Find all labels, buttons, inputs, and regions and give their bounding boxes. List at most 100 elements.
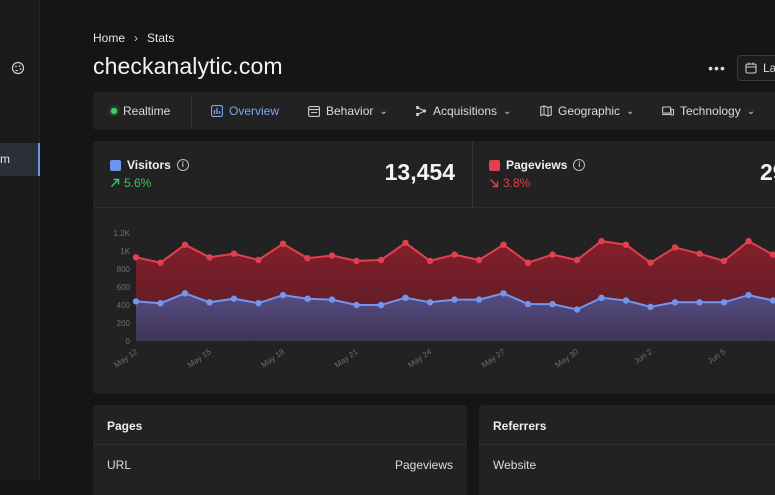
visitors-point <box>769 297 775 304</box>
metric-divider <box>472 141 473 207</box>
breadcrumb-home[interactable]: Home <box>93 31 126 45</box>
pageviews-point <box>475 256 483 264</box>
arrow-down-right-icon <box>490 179 499 188</box>
pageviews-point <box>622 241 630 248</box>
metric-label: Visitors <box>127 158 171 172</box>
pageviews-point <box>206 254 213 261</box>
chevron-down-icon: ⌄ <box>379 105 388 117</box>
visitors-point <box>402 294 409 301</box>
tab-acquisitions[interactable]: Acquisitions ⌄ <box>415 92 511 130</box>
info-icon[interactable]: i <box>176 159 189 171</box>
y-tick-label: 200 <box>117 319 131 328</box>
sidebar: m <box>0 0 40 480</box>
tab-label: Technology <box>680 104 741 118</box>
pageviews-point <box>549 251 556 258</box>
visitors-line <box>135 292 775 311</box>
column-header-url[interactable]: URL <box>107 458 132 472</box>
visitors-area <box>136 293 775 341</box>
x-tick-label: May 21 <box>333 347 360 370</box>
metric-change-value: 3.8% <box>503 176 531 190</box>
tab-label: Realtime <box>123 104 171 118</box>
metric-value: 29 <box>760 159 775 185</box>
tab-overview[interactable]: Overview <box>211 92 279 130</box>
y-tick-label: 800 <box>117 265 131 274</box>
visitors-point <box>304 295 311 302</box>
visitors-point <box>720 299 728 306</box>
more-options-button[interactable]: ••• <box>708 60 726 76</box>
pageviews-point <box>304 255 311 262</box>
chevron-down-icon: ⌄ <box>503 105 512 117</box>
metric-label: Pageviews <box>506 158 568 172</box>
pageviews-point <box>720 257 728 265</box>
y-tick-label: 0 <box>126 337 131 346</box>
visitors-point <box>132 298 140 305</box>
share-nodes-icon <box>415 105 427 117</box>
pageviews-point <box>353 257 360 265</box>
tab-divider <box>191 95 192 127</box>
visitors-point <box>426 299 434 306</box>
pageviews-point <box>132 254 140 261</box>
panel-divider <box>93 444 467 445</box>
visitors-point <box>206 299 213 306</box>
pageviews-point <box>230 250 238 257</box>
metric-header: Visitors i <box>110 158 189 172</box>
visitors-point <box>622 297 630 304</box>
x-tick-label: Jun 5 <box>706 347 728 366</box>
visitors-swatch <box>110 159 121 171</box>
column-header-pageviews[interactable]: Pageviews <box>394 458 453 472</box>
panel-divider <box>479 444 775 445</box>
page-title: checkanalytic.com <box>93 53 283 79</box>
arrow-up-right-icon <box>111 178 120 187</box>
tab-realtime[interactable]: Realtime <box>111 92 170 130</box>
tab-label: Overview <box>229 104 280 118</box>
visitors-point <box>573 306 581 313</box>
palette-icon[interactable] <box>11 61 25 75</box>
pageviews-point <box>647 259 654 266</box>
nav-tabs: Realtime Overview Behavior ⌄ <box>93 92 775 130</box>
visitors-point <box>255 300 262 307</box>
metric-change-value: 5.6% <box>124 176 152 190</box>
x-tick-label: May 24 <box>406 347 433 370</box>
stats-card: Visitors i 5.6% 13,454 Pageviews i <box>93 141 775 394</box>
x-tick-label: May 18 <box>259 347 286 370</box>
pageviews-point <box>745 237 752 245</box>
pageviews-point <box>696 250 703 257</box>
metric-pageviews[interactable]: Pageviews i 3.8% 29 <box>473 141 775 207</box>
tab-technology[interactable]: Technology ⌄ <box>662 92 755 130</box>
layout-icon <box>308 105 320 117</box>
info-icon[interactable]: i <box>573 159 586 171</box>
date-range-label: La <box>763 61 775 75</box>
pageviews-point <box>573 256 581 264</box>
sidebar-item-active[interactable]: m <box>0 143 40 176</box>
tab-behavior[interactable]: Behavior ⌄ <box>308 92 388 130</box>
sidebar-item-label: m <box>0 152 10 166</box>
visitors-point <box>377 301 385 309</box>
card-divider <box>93 207 775 208</box>
date-range-button[interactable]: La <box>737 55 775 81</box>
x-tick-label: May 15 <box>186 347 213 370</box>
traffic-chart: 0 200 400 600 800 1K 1.2K May 12 May 15 May 18 May… <box>112 229 775 370</box>
pageviews-point <box>426 257 434 265</box>
metric-change: 3.8% <box>489 176 530 190</box>
pages-panel: Pages URL Pageviews <box>93 405 467 495</box>
pageviews-point <box>279 240 287 247</box>
panel-title: Referrers <box>493 419 547 433</box>
pageviews-point <box>377 256 385 264</box>
panel-title: Pages <box>107 419 143 433</box>
pageviews-point <box>451 251 458 258</box>
x-tick-label: May 12 <box>112 347 139 370</box>
pageviews-point <box>598 237 605 245</box>
pageviews-point <box>255 256 262 264</box>
visitors-point <box>157 300 164 307</box>
column-header-website[interactable]: Website <box>493 458 537 472</box>
visitors-point <box>181 290 189 297</box>
map-icon <box>540 105 552 117</box>
visitors-point <box>598 294 605 301</box>
metric-visitors[interactable]: Visitors i 5.6% 13,454 <box>93 141 472 207</box>
visitors-point <box>696 299 703 306</box>
visitors-point <box>549 300 556 308</box>
x-tick-label: May 27 <box>480 347 507 370</box>
tab-geographic[interactable]: Geographic ⌄ <box>540 92 634 130</box>
pageviews-point <box>500 241 507 248</box>
pageviews-point <box>671 244 679 251</box>
